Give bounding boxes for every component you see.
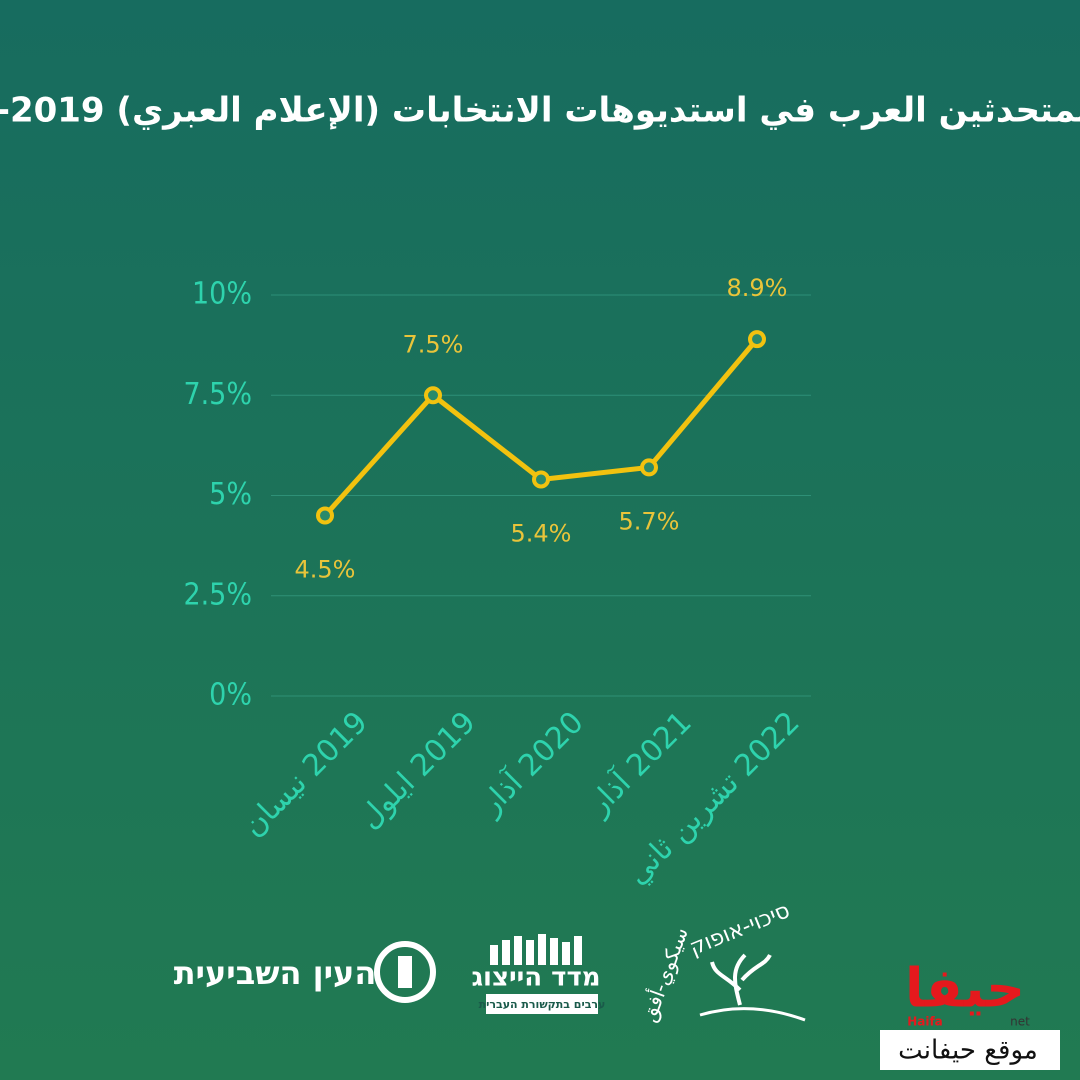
y-tick-label: 10% (192, 277, 252, 312)
y-tick-label: 0% (209, 678, 252, 713)
logo-haifa: حيفا Haifa net موقع حيفانت (880, 957, 1060, 1070)
value-label: 4.5% (295, 556, 356, 584)
chart-title: نسبة المتحدثين العرب في استديوهات الانتخ… (0, 91, 1080, 131)
data-point (748, 330, 766, 349)
logo-icon (374, 941, 436, 1003)
value-label: 8.9% (727, 274, 788, 302)
logo-text: מדד הייצוג (471, 963, 600, 993)
logo-icon (710, 953, 772, 1006)
y-tick-label: 2.5% (183, 577, 252, 612)
logo-text: ערבים בתקשורת העברית (479, 998, 606, 1011)
data-point (424, 386, 442, 405)
logo-text: موقع حيفانت (898, 1036, 1038, 1066)
logo-text: net (1010, 1015, 1030, 1029)
logo-box (880, 1030, 1060, 1070)
data-point (316, 506, 334, 525)
y-tick-label: 5% (209, 477, 252, 512)
logo-text: Haifa (907, 1015, 943, 1029)
logo-box (486, 994, 598, 1014)
logo-icon (699, 1007, 806, 1022)
logo-icon (398, 956, 412, 988)
value-label: 5.4% (511, 519, 572, 547)
data-point (532, 470, 550, 489)
value-label: 5.7% (619, 507, 680, 535)
logo-index: מדד הייצוג ערבים בתקשורת העברית (471, 934, 605, 1014)
logo-seventh-eye: העין השביעית (174, 941, 436, 1003)
y-tick-label: 7.5% (183, 377, 252, 412)
data-point (640, 458, 658, 477)
logo-text: حيفا (905, 957, 1025, 1020)
value-label: 7.5% (403, 330, 464, 358)
logo-text: העין השביעית (174, 954, 377, 992)
